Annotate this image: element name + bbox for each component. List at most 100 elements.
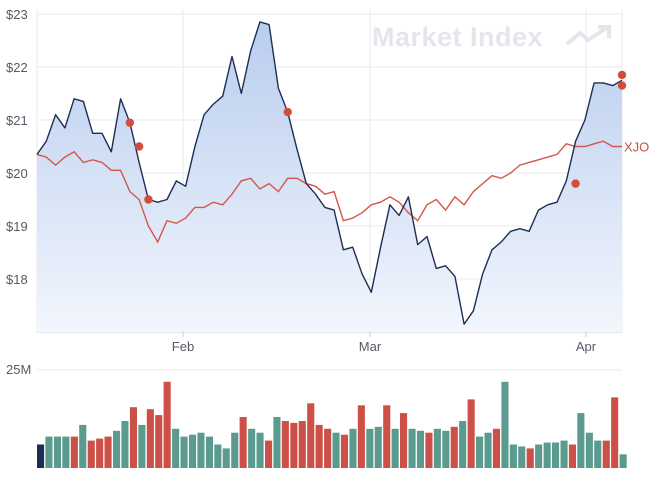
volume-bar: [543, 442, 551, 468]
volume-bar: [205, 436, 213, 468]
volume-bar: [290, 422, 298, 468]
x-tick-label: Apr: [576, 339, 597, 354]
volume-bar: [239, 417, 247, 468]
volume-bar: [138, 424, 146, 468]
volume-bar: [281, 421, 289, 468]
volume-bar: [467, 399, 475, 468]
xjo-line: [36, 140, 622, 244]
volume-bar: [484, 432, 492, 468]
xjo-series: [36, 140, 622, 244]
volume-bar: [163, 381, 171, 468]
volume-bar: [560, 440, 568, 468]
volume-bar: [79, 424, 87, 468]
y-tick-label: $20: [6, 166, 28, 181]
volume-bar: [450, 426, 458, 468]
price-series: [36, 21, 623, 325]
volume-bar: [585, 432, 593, 468]
y-tick-label: $22: [6, 60, 28, 75]
volume-bar: [509, 444, 517, 468]
volume-bar: [70, 436, 78, 468]
volume-bar: [408, 428, 416, 468]
volume-bar: [180, 436, 188, 468]
volume-bar: [425, 432, 433, 468]
volume-bar: [602, 440, 610, 468]
volume-bar: [442, 430, 450, 468]
volume-bar: [197, 432, 205, 468]
volume-bar: [37, 444, 45, 468]
volume-bar: [315, 424, 323, 468]
volume-bar: [87, 440, 95, 468]
event-markers: [125, 70, 627, 204]
volume-bar: [53, 436, 61, 468]
volume-bar: [332, 432, 340, 468]
volume-bar: [214, 444, 222, 468]
volume-bar: [256, 432, 264, 468]
event-marker-dot: [144, 195, 153, 204]
event-marker-dot: [617, 81, 627, 90]
x-tick-label: Feb: [172, 339, 194, 354]
volume-bar: [433, 428, 441, 468]
volume-bar: [383, 405, 391, 468]
volume-bar: [492, 428, 500, 468]
volume-bar: [172, 428, 180, 468]
volume-bar: [518, 446, 526, 468]
volume-bar: [552, 442, 560, 468]
volume-bar: [146, 409, 154, 468]
volume-bar: [526, 448, 534, 468]
volume-bar: [248, 428, 256, 468]
volume-bar: [62, 436, 70, 468]
volume-bar: [104, 436, 112, 468]
event-marker-dot: [283, 107, 292, 117]
volume-bar: [340, 434, 348, 468]
y-tick-label: $19: [6, 219, 28, 234]
volume-bar: [298, 421, 306, 468]
volume-bar: [121, 421, 129, 468]
volume-bar: [391, 428, 399, 468]
volume-bar: [568, 444, 576, 468]
x-axis-ticks: Feb Mar Apr: [172, 332, 597, 354]
volume-bar: [155, 415, 163, 468]
market-index-watermark: Market Index: [372, 22, 543, 52]
volume-bars: [37, 369, 627, 468]
volume-bar: [594, 440, 602, 468]
volume-bar: [619, 454, 627, 468]
price-line: [36, 21, 623, 325]
volume-bar: [222, 448, 230, 468]
volume-bar: [265, 440, 273, 468]
volume-bar: [374, 426, 382, 468]
event-marker-dot: [571, 179, 580, 188]
volume-bar: [577, 413, 585, 468]
x-tick-label: Mar: [359, 339, 382, 354]
price-area-fill: [37, 21, 622, 333]
volume-bar: [307, 403, 315, 468]
y-axis-ticks: $18 $19 $20 $21 $22 $23: [6, 7, 28, 287]
volume-bar: [349, 428, 357, 468]
volume-bar: [113, 430, 121, 468]
volume-bar: [535, 444, 543, 468]
volume-bar: [45, 436, 53, 468]
volume-bar: [476, 436, 484, 468]
volume-bar: [357, 405, 365, 468]
volume-bar: [366, 428, 374, 468]
volume-bar: [324, 428, 332, 468]
event-marker-dot: [134, 142, 144, 151]
price-area: [37, 21, 622, 333]
y-tick-label: $18: [6, 272, 28, 287]
y-tick-label: $21: [6, 113, 28, 128]
volume-bar: [611, 397, 619, 468]
y-tick-label: $23: [6, 7, 28, 22]
volume-bar: [400, 413, 408, 468]
volume-bar: [459, 421, 467, 468]
event-marker-dot: [617, 70, 627, 80]
volume-bar: [96, 438, 104, 468]
event-marker-dot: [125, 118, 135, 127]
volume-bar: [189, 434, 197, 468]
volume-bar: [501, 381, 509, 468]
volume-axis-label: 25M: [6, 362, 31, 377]
volume-bar: [231, 432, 239, 468]
volume-bar: [273, 417, 281, 468]
volume-bar: [416, 430, 424, 468]
xjo-series-label: XJO: [624, 140, 649, 155]
